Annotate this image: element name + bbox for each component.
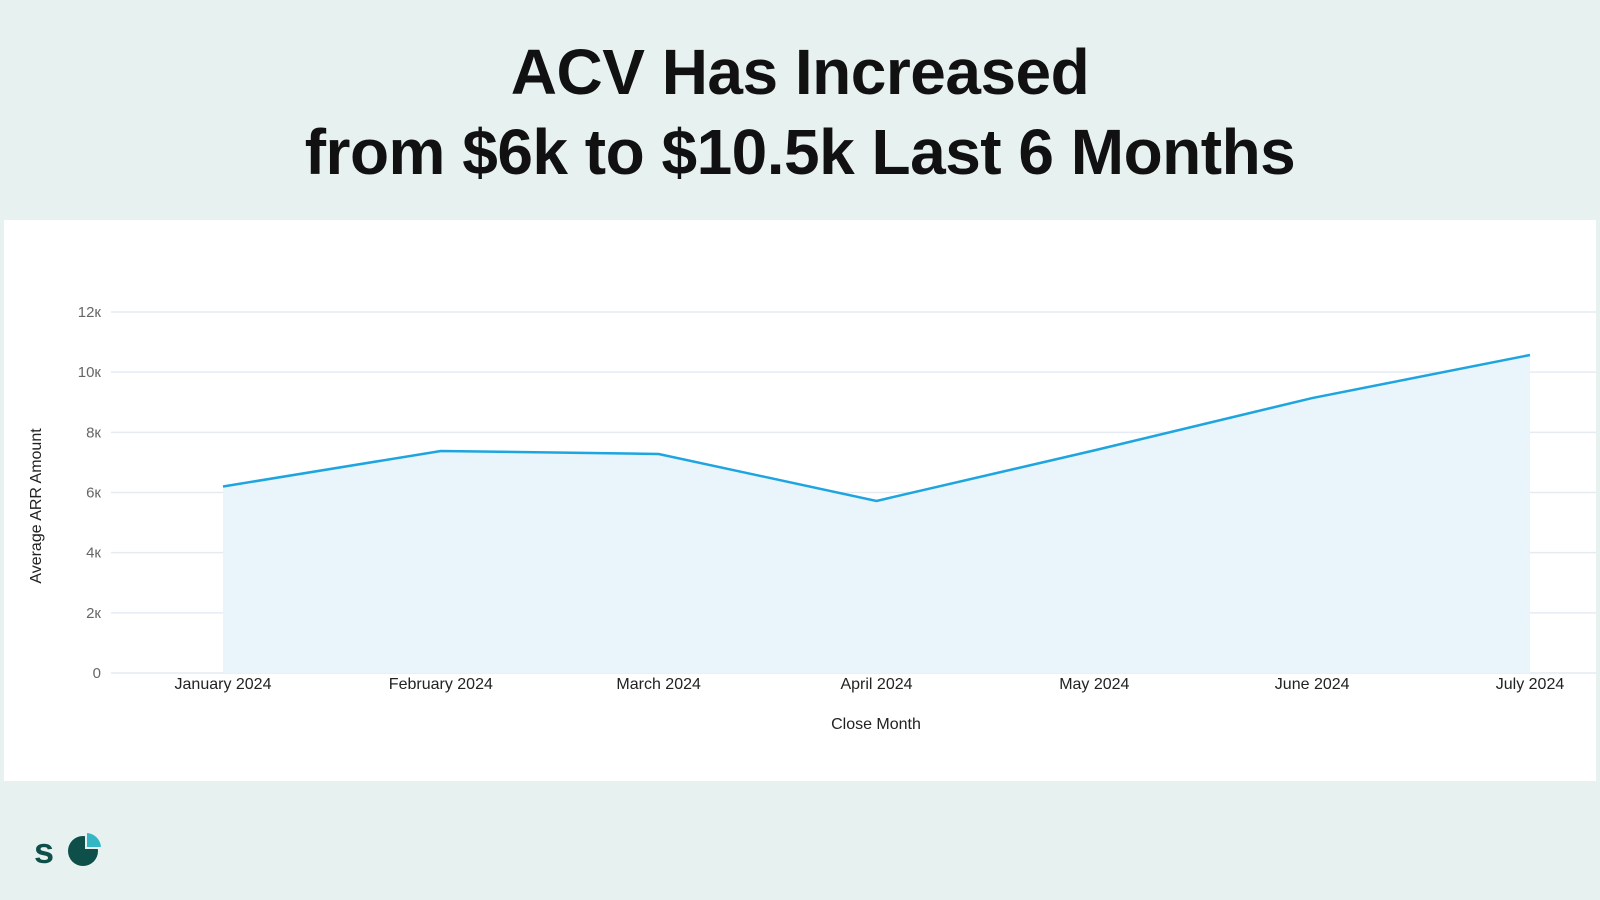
x-tick-label: April 2024 — [840, 676, 912, 693]
page-title: ACV Has Increased from $6k to $10.5k Las… — [0, 32, 1600, 192]
y-tick-label: 4к — [86, 545, 101, 562]
x-tick-label: July 2024 — [1496, 676, 1565, 693]
y-tick-label: 10к — [78, 364, 102, 381]
area-fill — [223, 355, 1530, 673]
x-tick-label: March 2024 — [616, 676, 701, 693]
title-line-1: ACV Has Increased — [510, 36, 1090, 108]
x-tick-label: February 2024 — [389, 676, 493, 693]
x-tick-label: June 2024 — [1275, 676, 1350, 693]
y-tick-label: 8к — [86, 424, 101, 441]
x-tick-label: May 2024 — [1059, 676, 1129, 693]
area-chart: 0 2к 4к 6к 8к 10к 12к January 2024 February 2024… — [28, 304, 1596, 733]
y-axis-title: Average ARR Amount — [28, 428, 45, 584]
sc-logo: s — [34, 832, 104, 868]
x-axis-title: Close Month — [831, 716, 921, 733]
y-tick-label: 0 — [93, 665, 101, 682]
y-tick-label: 2к — [86, 605, 101, 622]
title-line-2: from $6k to $10.5k Last 6 Months — [304, 116, 1296, 188]
y-tick-label: 12к — [78, 304, 102, 321]
svg-text:s: s — [34, 832, 53, 868]
y-tick-label: 6к — [86, 485, 101, 502]
chart-panel: 0 2к 4к 6к 8к 10к 12к January 2024 February 2024… — [4, 220, 1596, 781]
x-tick-label: January 2024 — [175, 676, 272, 693]
